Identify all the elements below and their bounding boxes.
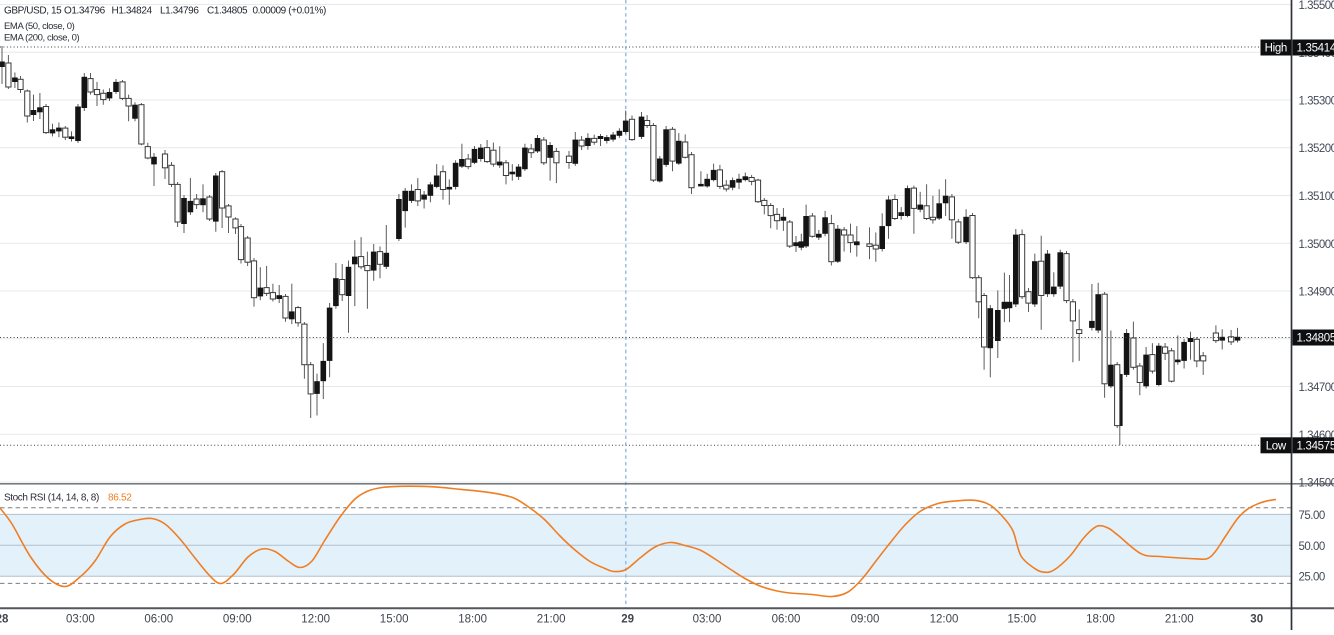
- svg-text:21:00: 21:00: [1165, 614, 1194, 626]
- svg-text:Low: Low: [1266, 441, 1287, 453]
- svg-text:29: 29: [621, 614, 634, 626]
- svg-text:09:00: 09:00: [223, 614, 252, 626]
- svg-text:12:00: 12:00: [301, 614, 330, 626]
- svg-text:1.34500: 1.34500: [1299, 478, 1334, 490]
- svg-text:1.35500: 1.35500: [1299, 0, 1334, 12]
- svg-text:06:00: 06:00: [144, 614, 173, 626]
- svg-text:C1.34805: C1.34805: [207, 6, 248, 17]
- svg-text:50.00: 50.00: [1299, 541, 1325, 553]
- svg-text:06:00: 06:00: [772, 614, 801, 626]
- svg-text:21:00: 21:00: [537, 614, 566, 626]
- svg-text:30: 30: [1250, 614, 1263, 626]
- svg-text:1.35000: 1.35000: [1299, 239, 1334, 251]
- svg-text:86.52: 86.52: [108, 493, 132, 504]
- svg-text:09:00: 09:00: [851, 614, 880, 626]
- svg-text:O1.34796: O1.34796: [64, 6, 106, 17]
- svg-text:1.35200: 1.35200: [1299, 143, 1334, 155]
- svg-text:1.34700: 1.34700: [1299, 382, 1334, 394]
- svg-text:15:00: 15:00: [1007, 614, 1036, 626]
- svg-text:1.35300: 1.35300: [1299, 96, 1334, 108]
- svg-text:H1.34824: H1.34824: [112, 6, 153, 17]
- svg-text:EMA (200, close, 0): EMA (200, close, 0): [4, 33, 80, 44]
- svg-text:03:00: 03:00: [693, 614, 722, 626]
- svg-text:1.34900: 1.34900: [1299, 287, 1334, 299]
- svg-text:18:00: 18:00: [458, 614, 487, 626]
- svg-text:L1.34796: L1.34796: [160, 6, 199, 17]
- svg-text:15:00: 15:00: [380, 614, 409, 626]
- svg-text:1.35100: 1.35100: [1299, 191, 1334, 203]
- svg-text:03:00: 03:00: [66, 614, 95, 626]
- svg-text:1.35414: 1.35414: [1297, 43, 1334, 55]
- svg-text:18:00: 18:00: [1086, 614, 1115, 626]
- svg-text:28: 28: [0, 614, 9, 626]
- svg-text:High: High: [1265, 43, 1287, 55]
- svg-text:1.34575: 1.34575: [1297, 441, 1334, 453]
- svg-text:25.00: 25.00: [1299, 572, 1325, 584]
- svg-text:0.00009 (+0.01%): 0.00009 (+0.01%): [253, 6, 326, 17]
- svg-text:EMA (50, close, 0): EMA (50, close, 0): [4, 21, 75, 32]
- svg-text:Stoch RSI (14, 14, 8, 8): Stoch RSI (14, 14, 8, 8): [4, 493, 99, 504]
- svg-text:75.00: 75.00: [1299, 510, 1325, 522]
- svg-text:GBP/USD, 15: GBP/USD, 15: [4, 6, 62, 17]
- svg-text:12:00: 12:00: [930, 614, 959, 626]
- svg-text:1.34805: 1.34805: [1297, 333, 1334, 345]
